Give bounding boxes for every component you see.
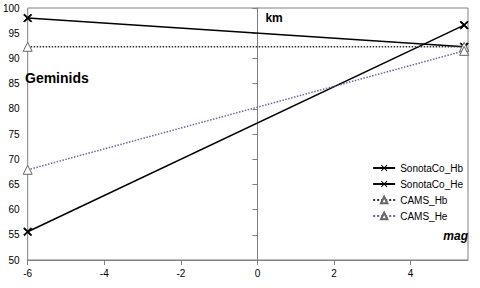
svg-text:60: 60 xyxy=(9,204,21,215)
svg-text:km: km xyxy=(265,11,282,25)
svg-text:50: 50 xyxy=(9,255,21,266)
svg-text:55: 55 xyxy=(9,229,21,240)
svg-text:70: 70 xyxy=(9,154,21,165)
svg-text:Geminids: Geminids xyxy=(25,70,89,86)
svg-text:-2: -2 xyxy=(176,268,185,279)
svg-text:0: 0 xyxy=(255,268,261,279)
svg-text:85: 85 xyxy=(9,78,21,89)
svg-text:-4: -4 xyxy=(100,268,109,279)
svg-text:CAMS_Hb: CAMS_Hb xyxy=(400,195,448,206)
svg-text:95: 95 xyxy=(9,28,21,39)
svg-text:SonotaCo_Hb: SonotaCo_Hb xyxy=(400,163,463,174)
svg-text:90: 90 xyxy=(9,53,21,64)
svg-text:75: 75 xyxy=(9,129,21,140)
svg-text:2: 2 xyxy=(331,268,337,279)
svg-text:-6: -6 xyxy=(23,268,32,279)
svg-text:mag: mag xyxy=(443,229,468,243)
svg-text:CAMS_He: CAMS_He xyxy=(400,211,448,222)
svg-text:100: 100 xyxy=(3,3,20,14)
svg-text:80: 80 xyxy=(9,103,21,114)
svg-text:65: 65 xyxy=(9,179,21,190)
svg-text:4: 4 xyxy=(408,268,414,279)
svg-text:SonotaCo_He: SonotaCo_He xyxy=(400,179,463,190)
